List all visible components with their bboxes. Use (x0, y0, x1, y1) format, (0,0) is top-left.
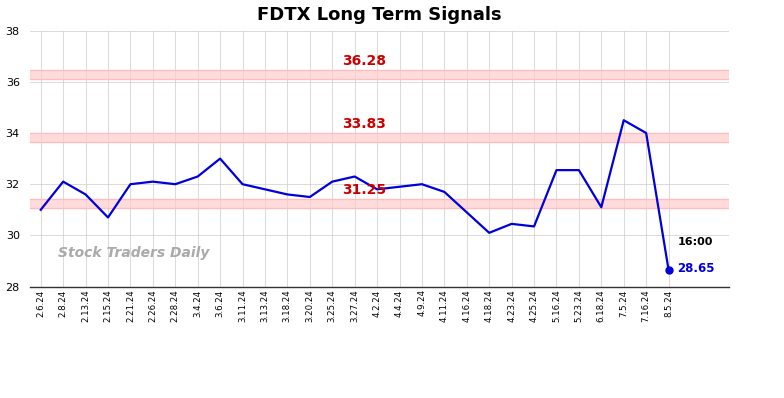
Text: 28.65: 28.65 (677, 262, 715, 275)
Text: 33.83: 33.83 (342, 117, 386, 131)
Text: 16:00: 16:00 (677, 237, 713, 247)
Bar (30, 70, 729, 79)
Text: 36.28: 36.28 (342, 54, 386, 68)
Text: Stock Traders Daily: Stock Traders Daily (57, 246, 209, 260)
Text: 31.25: 31.25 (342, 183, 387, 197)
Title: FDTX Long Term Signals: FDTX Long Term Signals (257, 6, 502, 23)
Bar (30, 199, 729, 208)
Bar (30, 133, 729, 142)
